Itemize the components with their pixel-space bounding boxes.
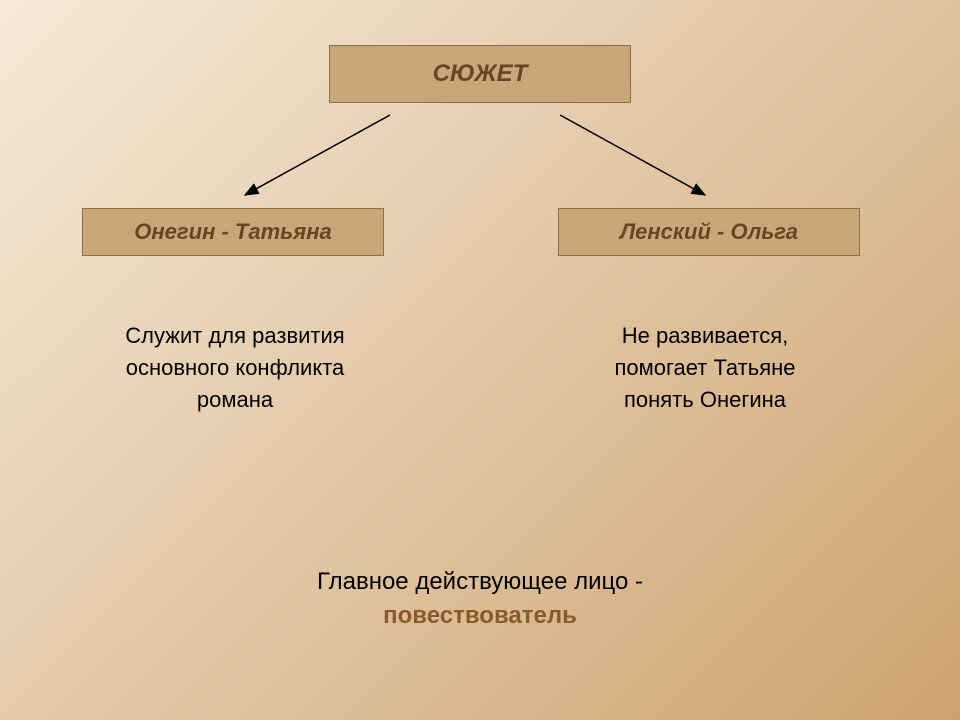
right-desc-line1: Не развивается, bbox=[555, 320, 855, 352]
bottom-line1: Главное действующее лицо - bbox=[0, 565, 960, 599]
right-desc-line3: понять Онегина bbox=[555, 384, 855, 416]
plot-root-box: СЮЖЕТ bbox=[329, 45, 631, 103]
left-branch-box: Онегин - Татьяна bbox=[82, 208, 384, 256]
left-branch-label: Онегин - Татьяна bbox=[134, 219, 331, 245]
bottom-line2: повествователь bbox=[0, 599, 960, 633]
right-description: Не развивается, помогает Татьяне понять … bbox=[555, 320, 855, 416]
bottom-conclusion: Главное действующее лицо - повествовател… bbox=[0, 565, 960, 633]
diagram-content: СЮЖЕТ Онегин - Татьяна Ленский - Ольга С… bbox=[0, 0, 960, 720]
left-description: Служит для развития основного конфликта … bbox=[90, 320, 380, 416]
plot-root-label: СЮЖЕТ bbox=[433, 60, 528, 88]
right-branch-box: Ленский - Ольга bbox=[558, 208, 860, 256]
left-desc-line2: основного конфликта bbox=[90, 352, 380, 384]
right-desc-line2: помогает Татьяне bbox=[555, 352, 855, 384]
left-desc-line1: Служит для развития bbox=[90, 320, 380, 352]
right-branch-label: Ленский - Ольга bbox=[620, 219, 798, 245]
left-desc-line3: романа bbox=[90, 384, 380, 416]
